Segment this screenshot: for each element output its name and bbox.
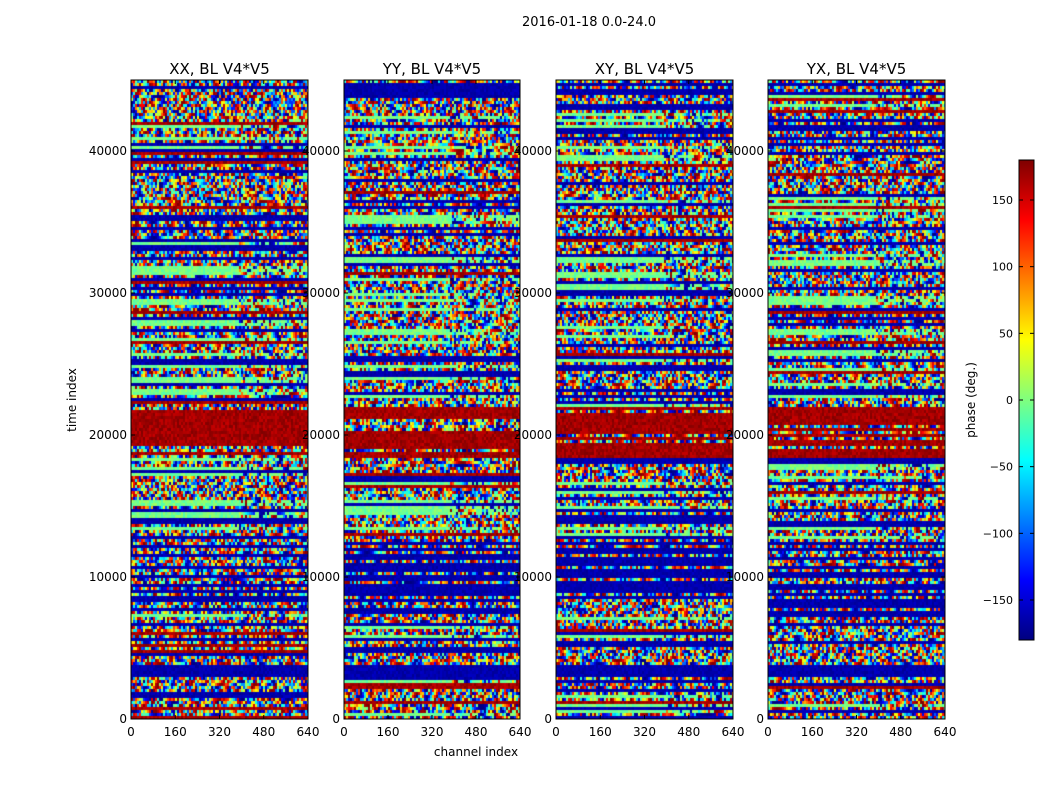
y-axis-label: time index xyxy=(65,368,79,432)
panel-4: YX, BL V4*V5 0 160 320 480 640 0 10000 20000 3000… xyxy=(726,60,957,739)
x-tick-label: 640 xyxy=(297,725,320,739)
y-tick-label: 40000 xyxy=(89,144,127,158)
x-tick-label: 160 xyxy=(589,725,612,739)
x-tick-label: 320 xyxy=(421,725,444,739)
heatmap-image xyxy=(344,80,520,719)
x-tick-label: 0 xyxy=(340,725,348,739)
y-tick-label: 10000 xyxy=(89,570,127,584)
x-tick-label: 480 xyxy=(252,725,275,739)
heatmap-image xyxy=(131,80,308,719)
y-tick-label: 40000 xyxy=(726,144,764,158)
x-tick-label: 480 xyxy=(889,725,912,739)
colorbar-tick-label: −50 xyxy=(990,461,1013,474)
x-tick-label: 320 xyxy=(208,725,231,739)
panel-1: XX, BL V4*V5 0 160 320 480 640 0 10000 20000 3000… xyxy=(89,60,320,739)
x-tick-label: 0 xyxy=(552,725,560,739)
y-tick-label: 20000 xyxy=(514,428,552,442)
colorbar-tick-label: 100 xyxy=(992,261,1013,274)
x-tick-label: 640 xyxy=(934,725,957,739)
y-tick-label: 20000 xyxy=(89,428,127,442)
x-tick-label: 480 xyxy=(465,725,488,739)
y-tick-label: 10000 xyxy=(726,570,764,584)
x-tick-label: 160 xyxy=(164,725,187,739)
heatmap-image xyxy=(768,80,945,719)
y-tick-label: 30000 xyxy=(302,286,340,300)
colorbar-tick-label: 150 xyxy=(992,194,1013,207)
colorbar-tick-label: 50 xyxy=(999,327,1013,340)
y-tick-label: 0 xyxy=(332,712,340,726)
y-tick-label: 20000 xyxy=(726,428,764,442)
y-tick-label: 40000 xyxy=(514,144,552,158)
panel-title: XY, BL V4*V5 xyxy=(595,60,695,78)
x-tick-label: 320 xyxy=(845,725,868,739)
y-tick-label: 20000 xyxy=(302,428,340,442)
colorbar: 150 100 50 0 −50 −100 −150 xyxy=(983,159,1035,641)
colorbar-tick-label: 0 xyxy=(1006,394,1013,407)
y-tick-label: 30000 xyxy=(514,286,552,300)
y-tick-label: 40000 xyxy=(302,144,340,158)
colorbar-label: phase (deg.) xyxy=(964,362,978,438)
y-tick-label: 30000 xyxy=(726,286,764,300)
x-tick-label: 0 xyxy=(127,725,135,739)
y-tick-label: 10000 xyxy=(514,570,552,584)
panel-title: YY, BL V4*V5 xyxy=(382,60,481,78)
y-tick-label: 0 xyxy=(119,712,127,726)
heatmap-image xyxy=(556,80,733,719)
x-tick-label: 640 xyxy=(722,725,745,739)
x-tick-label: 0 xyxy=(764,725,772,739)
colorbar-tick-label: −150 xyxy=(983,594,1013,607)
x-tick-label: 320 xyxy=(633,725,656,739)
x-tick-label: 160 xyxy=(801,725,824,739)
x-tick-label: 160 xyxy=(377,725,400,739)
panel-3: XY, BL V4*V5 0 160 320 480 640 0 10000 20000 3000… xyxy=(514,60,745,739)
panel-2: YY, BL V4*V5 0 160 320 480 640 0 10000 20000 3000… xyxy=(302,60,532,739)
y-tick-label: 0 xyxy=(756,712,764,726)
colorbar-tick-label: −100 xyxy=(983,527,1013,540)
y-tick-label: 10000 xyxy=(302,570,340,584)
x-tick-label: 480 xyxy=(677,725,700,739)
y-tick-label: 30000 xyxy=(89,286,127,300)
x-tick-label: 640 xyxy=(509,725,532,739)
panel-title: XX, BL V4*V5 xyxy=(169,60,270,78)
panels: XX, BL V4*V5 0 160 320 480 640 0 10000 20000 3000… xyxy=(89,60,957,739)
panel-title: YX, BL V4*V5 xyxy=(806,60,907,78)
figure-suptitle: 2016-01-18 0.0-24.0 xyxy=(522,15,656,30)
y-tick-label: 0 xyxy=(544,712,552,726)
x-axis-label: channel index xyxy=(434,745,518,759)
